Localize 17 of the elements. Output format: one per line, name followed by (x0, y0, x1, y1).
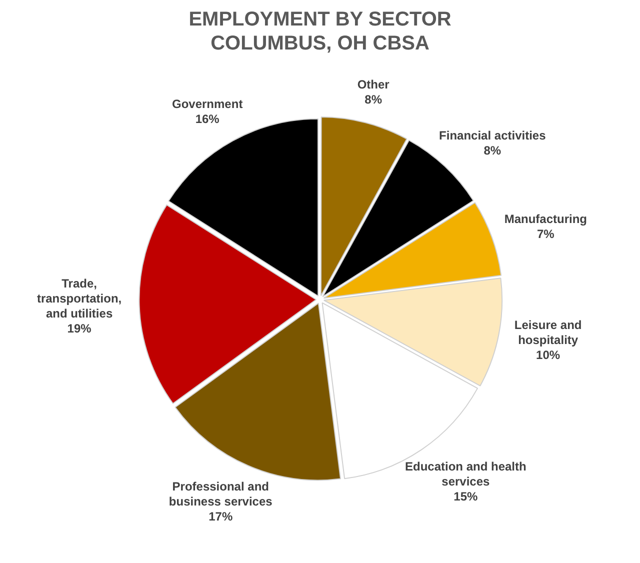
slice-label: Financial activities (439, 128, 546, 143)
data-label: 17% (208, 510, 233, 524)
chart-title: EMPLOYMENT BY SECTOR COLUMBUS, OH CBSA (188, 8, 452, 55)
data-label: 15% (454, 490, 478, 504)
slice-label: Professional and business services (168, 480, 273, 509)
data-label: 10% (536, 348, 560, 362)
slice-label: Government (172, 97, 243, 112)
slice-label: Other (357, 78, 390, 92)
slice-label: Manufacturing (504, 212, 587, 226)
slice-label: Education and health services (405, 460, 526, 489)
data-label: 16% (195, 112, 220, 126)
data-label: 7% (536, 226, 555, 241)
data-label: 8% (484, 144, 502, 158)
slice-label: Leisure and hospitality (514, 318, 582, 348)
data-label: 19% (67, 321, 92, 336)
slice-label: Trade, transportation, and utilities (36, 276, 122, 320)
data-label: 8% (364, 92, 382, 107)
